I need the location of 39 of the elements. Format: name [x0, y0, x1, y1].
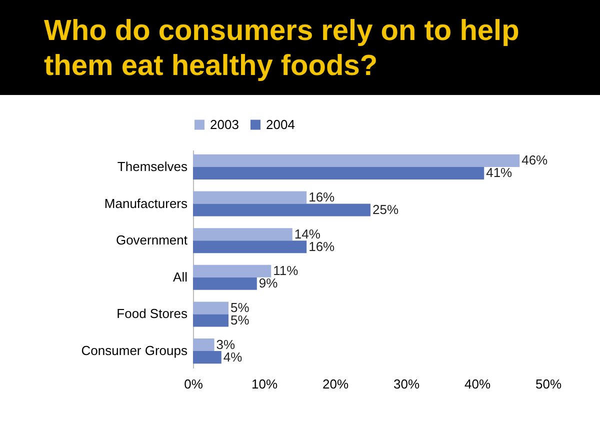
data-label: 25%	[372, 202, 399, 218]
x-tick-label: 10%	[251, 376, 278, 392]
bar	[193, 166, 484, 180]
y-tick-label: Themselves	[117, 158, 188, 174]
chart-title: Who do consumers rely on to help them eat healthy foods?	[0, 0, 600, 95]
x-tick-label: 50%	[535, 376, 562, 392]
bar	[193, 191, 307, 204]
data-label: 16%	[308, 238, 336, 254]
bar	[193, 351, 222, 364]
data-label: 11%	[273, 263, 299, 278]
bar	[193, 204, 370, 216]
data-label: 41%	[486, 165, 513, 180]
data-label: 9%	[258, 276, 278, 291]
bar	[193, 228, 292, 241]
bar	[193, 302, 228, 314]
x-tick-label: 0%	[184, 376, 204, 392]
y-tick-label: Manufacturers	[104, 196, 188, 211]
data-label: 3%	[216, 336, 236, 352]
bar	[193, 314, 228, 327]
x-tick-label: 30%	[393, 376, 420, 392]
bar	[193, 264, 272, 278]
x-tick-label: 20%	[322, 376, 349, 392]
data-label: 5%	[230, 300, 250, 315]
data-label: 4%	[223, 349, 243, 364]
data-label: 46%	[522, 152, 548, 168]
y-tick-label: Government	[116, 232, 188, 248]
bar	[193, 277, 257, 290]
data-label: 5%	[230, 312, 250, 328]
data-label: 16%	[308, 190, 336, 205]
data-label: 14%	[294, 226, 321, 242]
bar	[193, 154, 520, 167]
y-tick-label: All	[173, 269, 188, 284]
y-tick-label: Food Stores	[116, 306, 188, 322]
legend-label: 2003	[210, 116, 239, 132]
y-tick-label: Consumer Groups	[81, 343, 188, 358]
x-tick-label: 40%	[464, 376, 491, 392]
bar	[193, 240, 307, 254]
bar	[193, 338, 214, 352]
legend-label: 2004	[266, 116, 295, 132]
